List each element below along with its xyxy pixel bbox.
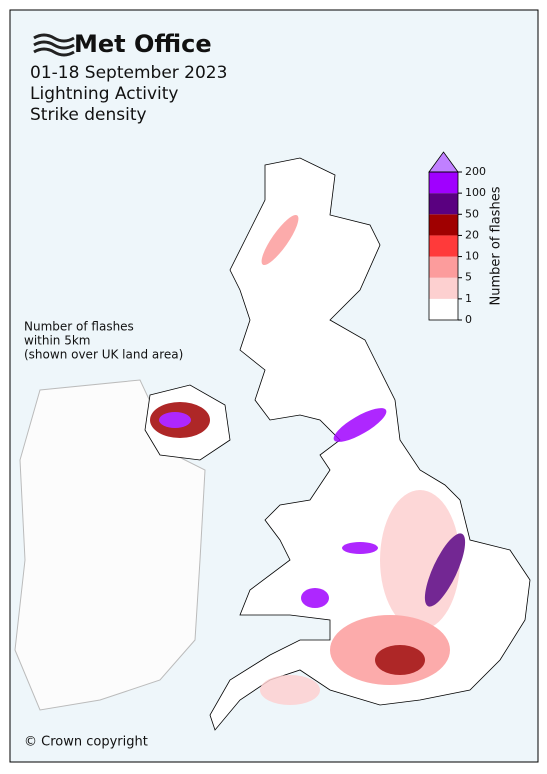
- colorbar-segment: [429, 193, 458, 215]
- strike-area: [261, 215, 299, 265]
- strike-area: [424, 533, 466, 607]
- note-line: (shown over UK land area): [24, 348, 183, 362]
- title-line: Strike density: [30, 105, 147, 125]
- colorbar-tick-label: 1: [465, 292, 472, 305]
- colorbar-tick-label: 5: [465, 271, 472, 284]
- strike-area: [301, 588, 329, 608]
- logo-text: Met Office: [74, 30, 212, 58]
- colorbar-segment: [429, 235, 458, 257]
- title-line: Lightning Activity: [30, 84, 178, 104]
- note-line: Number of flashes: [24, 320, 134, 334]
- colorbar-segment: [429, 214, 458, 236]
- strike-area: [159, 412, 191, 428]
- note-line: within 5km: [24, 334, 91, 348]
- strike-area: [333, 408, 387, 442]
- title-line: 01-18 September 2023: [30, 63, 227, 83]
- colorbar-segment: [429, 277, 458, 299]
- colorbar-tick-label: 100: [465, 186, 486, 199]
- colorbar-tick-label: 200: [465, 165, 486, 178]
- strike-area: [342, 542, 378, 554]
- colorbar-segment: [429, 256, 458, 278]
- colorbar-frame: [428, 171, 459, 321]
- colorbar-tick-label: 50: [465, 207, 479, 220]
- colorbar-segment: [429, 172, 458, 194]
- copyright: © Crown copyright: [24, 735, 148, 750]
- colorbar: 0 1 5 10 20 50 100 200: [428, 151, 486, 326]
- strike-area: [375, 645, 425, 675]
- colorbar-tick-label: 0: [465, 313, 472, 326]
- logo-icon: [33, 33, 75, 57]
- colorbar-tick-label: 10: [465, 250, 479, 263]
- colorbar-title: Number of flashes: [489, 186, 504, 305]
- colorbar-tick-label: 20: [465, 228, 479, 241]
- strike-area: [260, 675, 320, 705]
- strike-areas: [150, 215, 466, 705]
- colorbar-segment: [429, 298, 458, 320]
- met-office-logo: Met Office: [33, 30, 212, 58]
